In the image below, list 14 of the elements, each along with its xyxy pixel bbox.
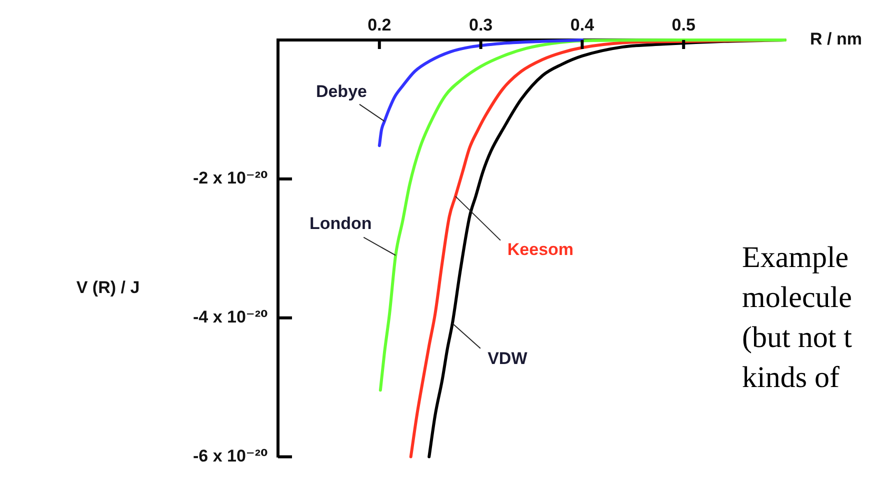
x-tick-label: 0.5 [672,15,696,34]
text: Keesom [507,240,574,259]
annotation: Example molecule (but not t kinds of [742,240,853,396]
text: VDW [488,349,528,368]
x-tick-label: 0.2 [368,15,392,34]
y-tick-label: -2 x 10⁻²⁰ [192,168,268,188]
x-tick-label: 0.3 [468,15,493,34]
x-tick-label: 0.4 [570,15,595,34]
y-tick-label: -4 x 10⁻²⁰ [192,308,268,327]
y-axis-title: V (R) / J [76,278,140,298]
series-label: Debye [316,82,367,101]
y-tick-label: -6 x 10⁻²⁰ [192,446,268,466]
series-label: London [309,214,372,234]
x-axis-title: R / nm [810,30,862,49]
